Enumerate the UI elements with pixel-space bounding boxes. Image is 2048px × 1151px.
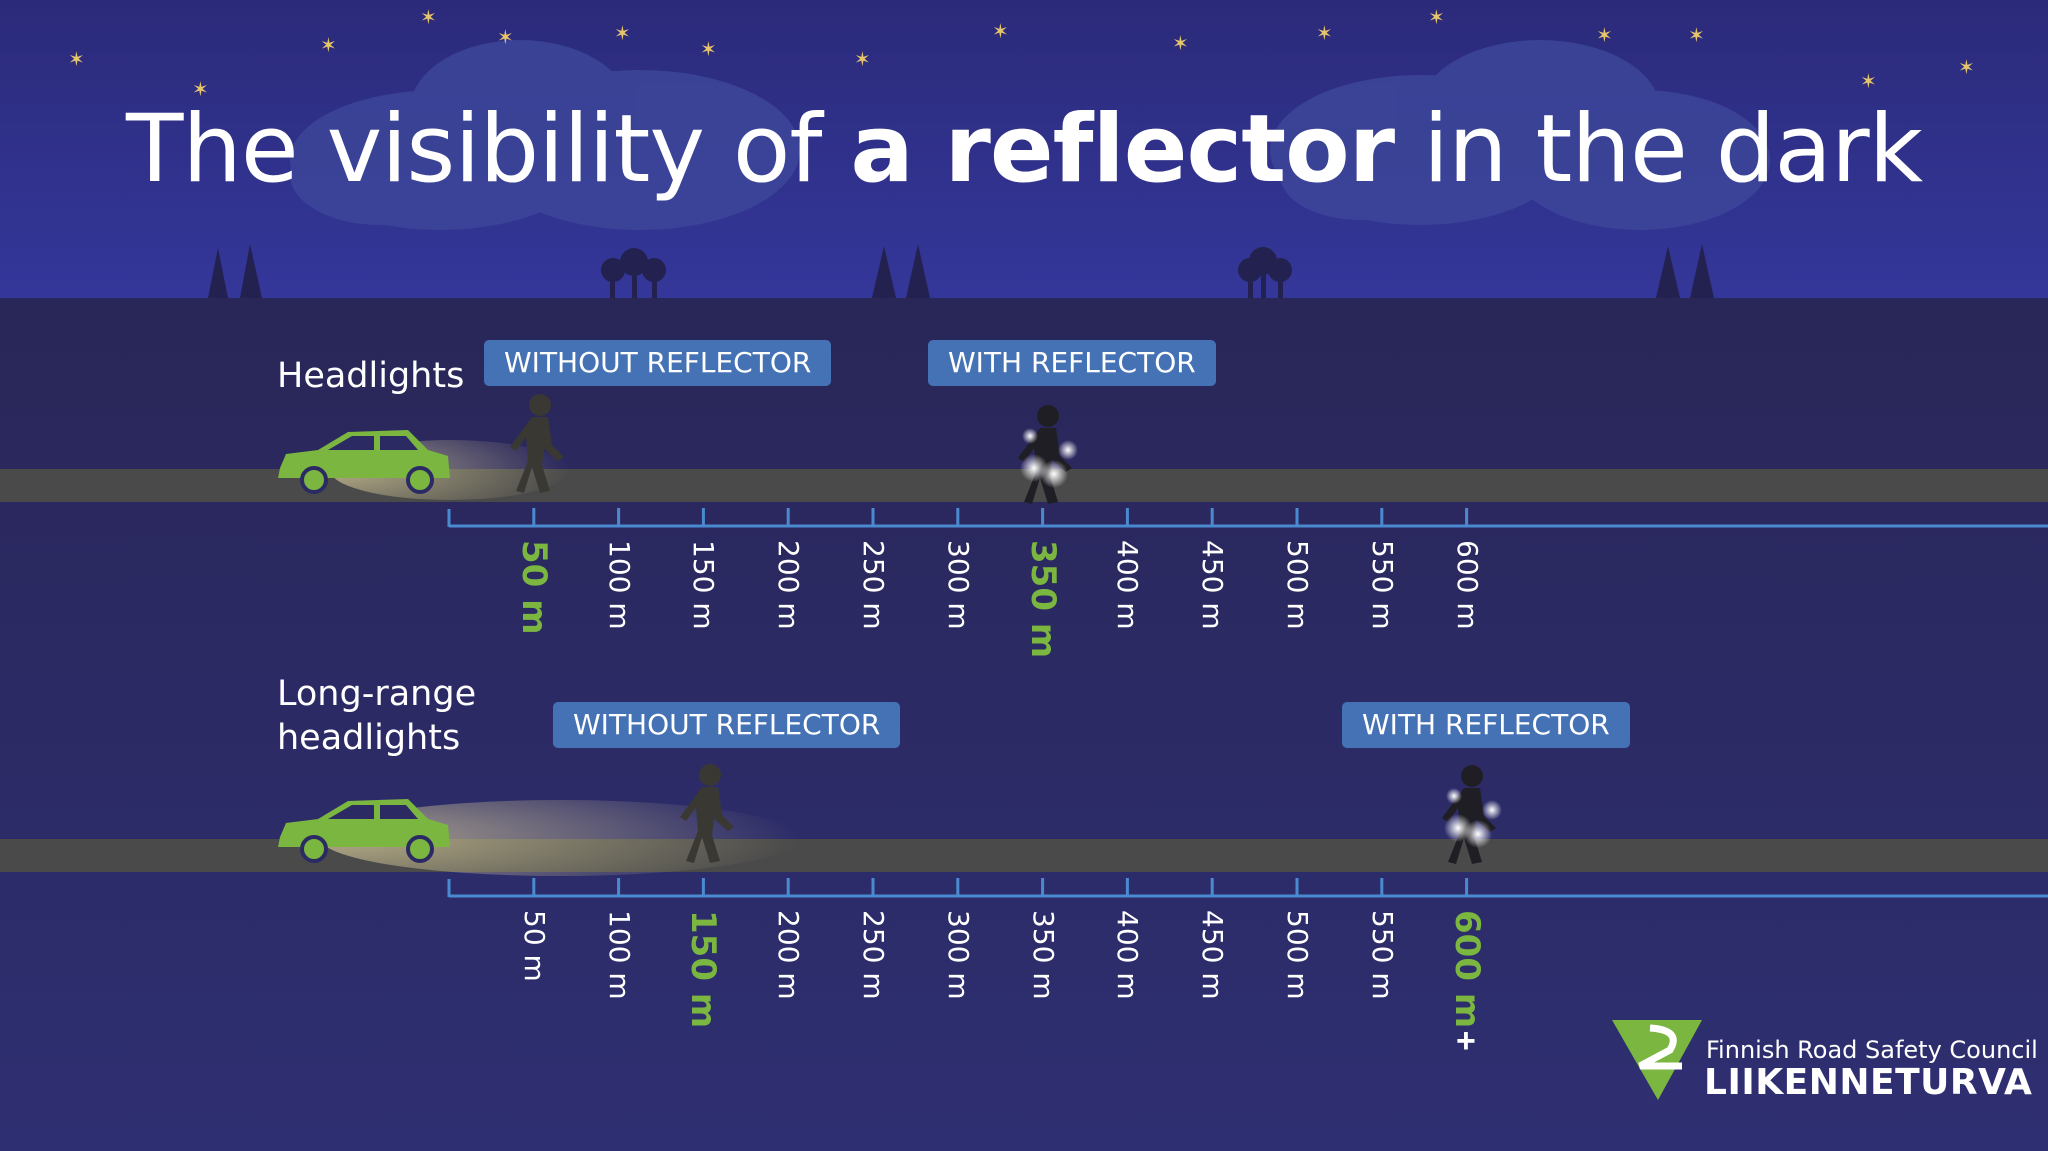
pedestrian-with-reflector-icon [1018,405,1078,504]
tag-with-reflector: WITH REFLECTOR [1342,702,1630,748]
distance-label-550: 550 m [1365,540,1399,630]
distance-label-150: 150 m [683,910,724,1029]
star-icon: ✶ [1316,23,1333,45]
tag-without-reflector: WITHOUT REFLECTOR [553,702,901,748]
row-label-line2: headlights [277,718,461,758]
tag-with-reflector: WITH REFLECTOR [928,340,1216,386]
distance-label-500: 500 m [1281,540,1314,630]
star-icon: ✶ [700,39,717,61]
distance-label-300: 300 m [941,910,975,1000]
cloud-right [1270,40,1770,230]
distance-label-150: 150 m [687,540,721,630]
row-label-headlights: Headlights [277,356,465,396]
star-icon: ✶ [1860,71,1877,93]
tree-silhouettes [208,244,1714,298]
tag-without-reflector: WITHOUT REFLECTOR [484,340,832,386]
car-icon [278,799,450,863]
star-icon: ✶ [1596,25,1613,47]
distance-label-200: 200 m [772,540,806,630]
axis-ticks-2 [532,878,1469,896]
distance-label-200: 200 m [772,910,806,1000]
distance-label-350: 350 m [1026,910,1060,1000]
distance-label-600: 600 m [1446,910,1487,1029]
logo-subtitle: Finnish Road Safety Council [1706,1036,2038,1064]
pedestrian-with-reflector-icon [1442,765,1502,864]
plus-suffix: + [1456,1022,1476,1060]
distance-label-550: 550 m [1365,910,1399,1000]
star-icon: ✶ [992,21,1009,43]
distance-label-450: 450 m [1196,910,1230,1000]
distance-label-50: 50 m [517,910,551,982]
distance-label-600: 600 m [1450,540,1484,630]
star-icon: ✶ [1428,7,1445,29]
star-icon: ✶ [614,23,631,45]
star-icon: ✶ [854,49,871,71]
distance-label-100: 100 m [602,910,636,1000]
headlight-beam-2 [320,800,800,876]
cloud-left [290,40,800,230]
distance-label-500: 500 m [1281,910,1314,1000]
row-label-line1: Long-range [277,674,477,714]
pedestrian-without-reflector-icon [680,764,734,863]
row-label-long-range: Long-range headlights [277,672,476,760]
star-icon: ✶ [420,7,437,29]
distance-label-250: 250 m [857,910,890,1000]
distance-label-400: 400 m [1111,910,1145,1000]
star-icon: ✶ [1958,57,1975,79]
distance-label-350: 350 m [1022,540,1063,659]
star-icon: ✶ [1688,25,1705,47]
distance-label-400: 400 m [1111,540,1145,630]
distance-label-50: 50 m [513,540,554,635]
distance-label-250: 250 m [857,540,890,630]
logo-wordmark: LIIKENNETURVA [1704,1062,2033,1103]
page-title: The visibility of a reflector in the dar… [125,95,1923,204]
star-icon: ✶ [497,27,514,49]
car-icon [278,430,450,494]
star-icon: ✶ [68,49,85,71]
axis-ticks-1 [532,508,1469,526]
liikenneturva-logo-icon [1612,1020,1702,1100]
star-icon: ✶ [320,35,337,57]
pedestrian-without-reflector-icon [510,394,564,493]
stars: ✶ ✶ ✶ ✶ ✶ ✶ ✶ ✶ ✶ ✶ ✶ ✶ ✶ ✶ ✶ ✶ [68,7,1975,101]
star-icon: ✶ [1172,33,1189,55]
distance-label-300: 300 m [941,540,975,630]
star-icon: ✶ [192,79,209,101]
distance-label-450: 450 m [1196,540,1230,630]
distance-label-100: 100 m [602,540,636,630]
